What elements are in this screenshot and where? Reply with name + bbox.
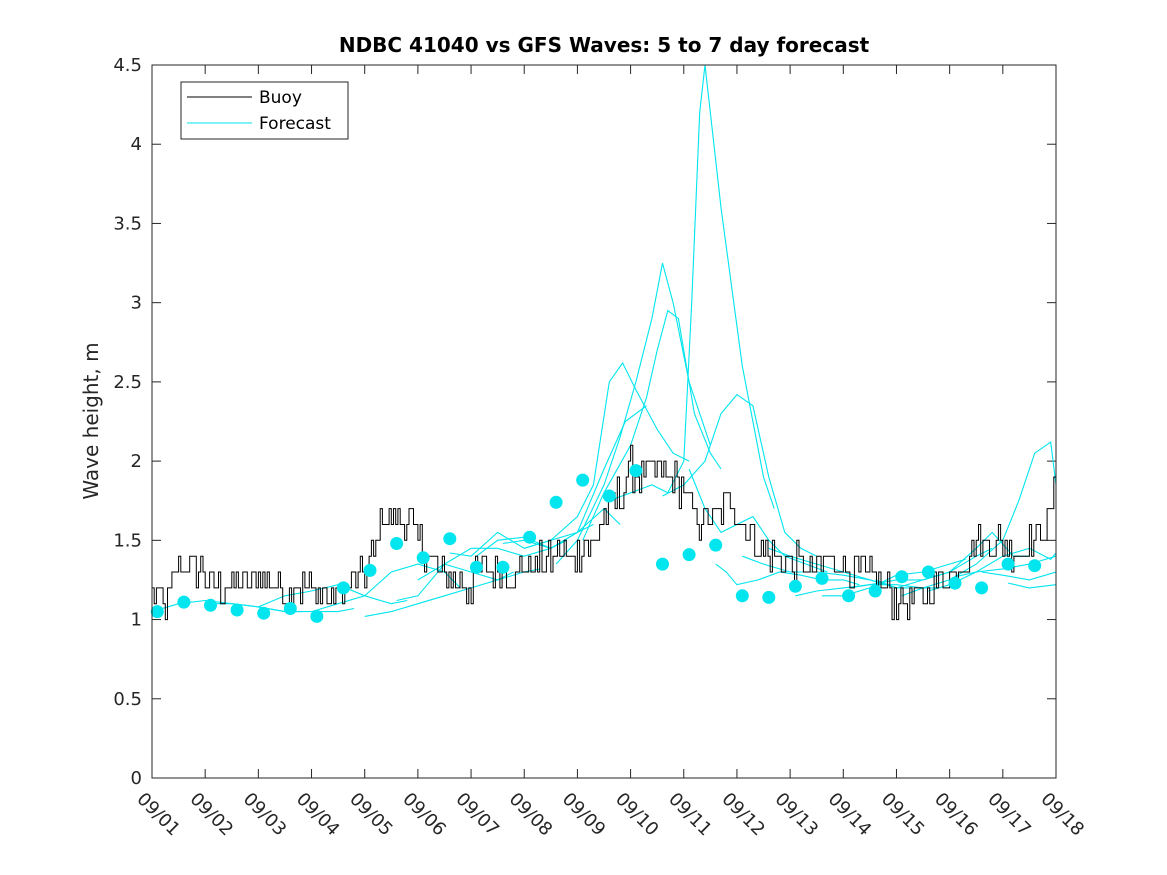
plot-frame: [151, 64, 1057, 779]
x-tick-label: 09/08: [505, 789, 557, 841]
forecast-marker: [682, 548, 696, 562]
x-tick-label: 09/04: [292, 789, 344, 841]
chart-title: NDBC 41040 vs GFS Waves: 5 to 7 day fore…: [339, 33, 870, 57]
forecast-marker: [842, 589, 856, 603]
x-tick-label: 09/01: [132, 789, 184, 841]
forecast-line: [524, 361, 690, 549]
buoy-series: [152, 444, 1056, 621]
x-tick-label: 09/10: [611, 789, 663, 841]
forecast-marker: [177, 595, 191, 609]
forecast-marker: [656, 557, 669, 571]
forecast-marker: [443, 532, 457, 546]
forecast-marker: [523, 530, 537, 544]
x-tick-label: 09/06: [398, 789, 450, 841]
forecast-marker: [416, 551, 430, 565]
forecast-line: [981, 571, 1056, 581]
forecast-marker: [762, 590, 776, 604]
y-tick-label: 4: [131, 134, 142, 155]
legend: Buoy Forecast: [180, 81, 349, 140]
forecast-marker: [921, 565, 935, 579]
forecast-marker: [1028, 559, 1042, 573]
forecast-line: [555, 262, 711, 565]
forecast-marker: [948, 576, 962, 590]
y-tick-label: 1: [131, 610, 142, 631]
x-tick-label: 09/17: [983, 789, 1035, 841]
forecast-marker: [390, 537, 404, 550]
legend-buoy-label: Buoy: [259, 88, 302, 108]
forecast-marker: [257, 606, 271, 620]
x-tick-label: 09/03: [239, 789, 291, 841]
forecast-marker: [469, 560, 483, 574]
x-tick-label: 09/14: [824, 789, 876, 841]
forecast-marker: [310, 609, 324, 623]
forecast-marker: [629, 464, 643, 478]
forecast-marker: [549, 495, 563, 509]
forecast-line: [609, 65, 775, 509]
forecast-marker: [363, 563, 377, 577]
forecast-marker: [975, 581, 989, 595]
forecast-marker: [602, 489, 616, 503]
x-tick-label: 09/12: [717, 789, 769, 841]
forecast-marker: [336, 581, 350, 595]
x-tick-labels: 09/01 09/02 09/03 09/04 09/05 09/06 09/07 09/08…: [132, 789, 1088, 841]
legend-box: [180, 81, 349, 140]
x-tick-label: 09/07: [452, 789, 504, 841]
buoy-line: [152, 444, 1056, 621]
forecast-marker: [576, 473, 590, 487]
x-tick-label: 09/02: [186, 789, 238, 841]
forecast-marker: [150, 605, 164, 619]
y-tick-label: 3.5: [113, 213, 142, 234]
x-tick-label: 09/09: [558, 789, 610, 841]
forecast-line: [582, 309, 722, 541]
y-tick-label: 2: [131, 451, 142, 472]
x-tick-label: 09/13: [771, 789, 823, 841]
x-tick-label: 09/05: [345, 789, 397, 841]
forecast-marker: [895, 570, 909, 584]
forecast-marker: [283, 602, 297, 615]
forecast-marker: [868, 584, 882, 598]
x-tick-label: 09/18: [1036, 789, 1088, 841]
plot-area: [152, 65, 1056, 778]
forecast-marker: [230, 603, 244, 617]
forecast-marker: [815, 571, 829, 585]
forecast-marker: [788, 579, 802, 593]
forecast-line: [1007, 582, 1056, 589]
x-tick-label: 09/11: [664, 789, 716, 841]
forecast-line: [662, 393, 817, 557]
y-tick-label: 3: [131, 293, 142, 314]
y-tick-labels: 0 0.5 1 1.5 2 2.5 3 3.5 4 4.5: [113, 55, 142, 789]
y-tick-label: 4.5: [113, 55, 142, 76]
forecast-marker: [709, 538, 723, 552]
y-tick-label: 0.5: [113, 689, 142, 710]
forecast-marker: [735, 589, 749, 603]
forecast-markers: [150, 464, 1042, 623]
forecast-marker: [204, 598, 217, 612]
x-tick-label: 09/16: [930, 789, 982, 841]
legend-forecast-label: Forecast: [259, 114, 331, 134]
x-tick-label: 09/15: [877, 789, 929, 841]
forecast-marker: [496, 560, 510, 574]
forecast-line: [688, 468, 828, 573]
y-tick-label: 1.5: [113, 530, 142, 551]
plot-series: [150, 65, 1056, 623]
y-tick-label: 0: [131, 768, 142, 789]
y-axis-label: Wave height, m: [79, 342, 103, 499]
forecast-marker: [1001, 557, 1015, 571]
y-tick-label: 2.5: [113, 372, 142, 393]
forecast-line: [715, 563, 860, 586]
